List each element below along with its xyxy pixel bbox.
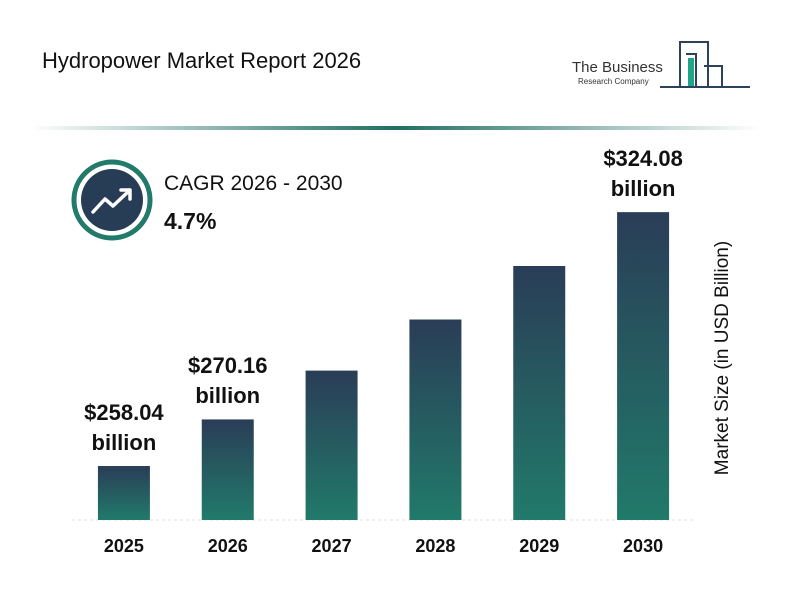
logo-icon — [660, 41, 750, 88]
logo-line1: The Business — [572, 59, 663, 76]
cagr-label: CAGR 2026 - 2030 — [164, 172, 343, 195]
y-axis-label: Market Size (in USD Billion) — [712, 241, 733, 475]
logo: The Business Research Company — [572, 41, 750, 88]
x-tick-label: 2026 — [208, 536, 248, 556]
trend-icon — [91, 188, 132, 214]
cagr-value: 4.7% — [164, 208, 216, 234]
bar — [409, 319, 462, 520]
bar — [617, 212, 670, 520]
value-label: $324.08 billion — [603, 146, 683, 202]
value-label: $270.16 billion — [187, 353, 268, 409]
divider — [30, 126, 760, 130]
x-tick-label: 2030 — [623, 536, 663, 556]
value-label: $258.04 billion — [84, 400, 164, 456]
bar — [97, 466, 150, 520]
x-tick-label: 2029 — [519, 536, 559, 556]
x-tick-label: 2027 — [312, 536, 352, 556]
cagr-badge: CAGR 2026 - 2030 4.7% — [71, 159, 343, 241]
logo-accent — [688, 58, 694, 86]
bar — [513, 265, 566, 520]
x-tick-label: 2028 — [415, 536, 455, 556]
x-tick-label: 2025 — [104, 536, 144, 556]
chart-title: Hydropower Market Report 2026 — [42, 48, 361, 73]
logo-line2: Research Company — [578, 77, 649, 86]
badge-core — [81, 169, 143, 231]
bar — [305, 370, 358, 520]
bar — [201, 419, 254, 520]
